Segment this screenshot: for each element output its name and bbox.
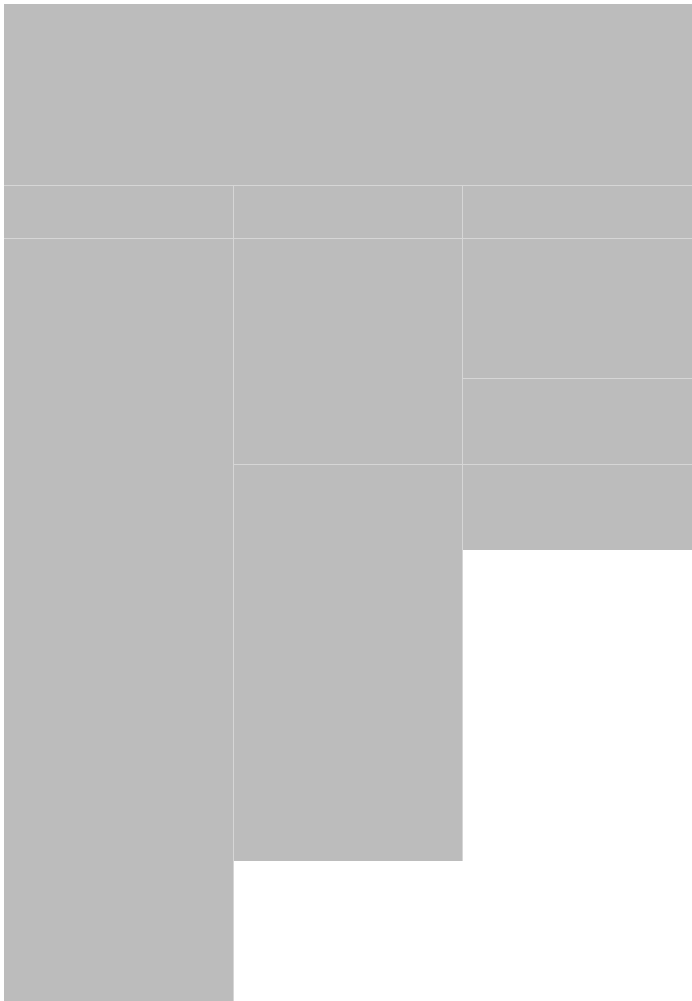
column-1-tile-placeholder-1 <box>4 239 233 1001</box>
column-2-tile-placeholder-2 <box>234 465 462 861</box>
column-header-placeholder-2 <box>234 186 462 238</box>
column-2-tile-placeholder-1 <box>234 239 462 464</box>
column-header-placeholder-1 <box>4 186 233 238</box>
column-divider-1 <box>233 186 234 1001</box>
column-divider-2 <box>462 186 463 861</box>
column-header-divider <box>4 238 692 239</box>
column-2-tile-divider <box>234 464 462 465</box>
column-3-tile-placeholder-2 <box>463 379 692 464</box>
column-3-tile-divider-2 <box>463 464 692 465</box>
column-3-tile-divider-1 <box>463 378 692 379</box>
header-divider <box>4 185 692 186</box>
column-3-tile-placeholder-1 <box>463 239 692 378</box>
header-placeholder <box>4 4 692 185</box>
column-header-placeholder-3 <box>463 186 692 238</box>
column-3-tile-placeholder-3 <box>463 465 692 550</box>
